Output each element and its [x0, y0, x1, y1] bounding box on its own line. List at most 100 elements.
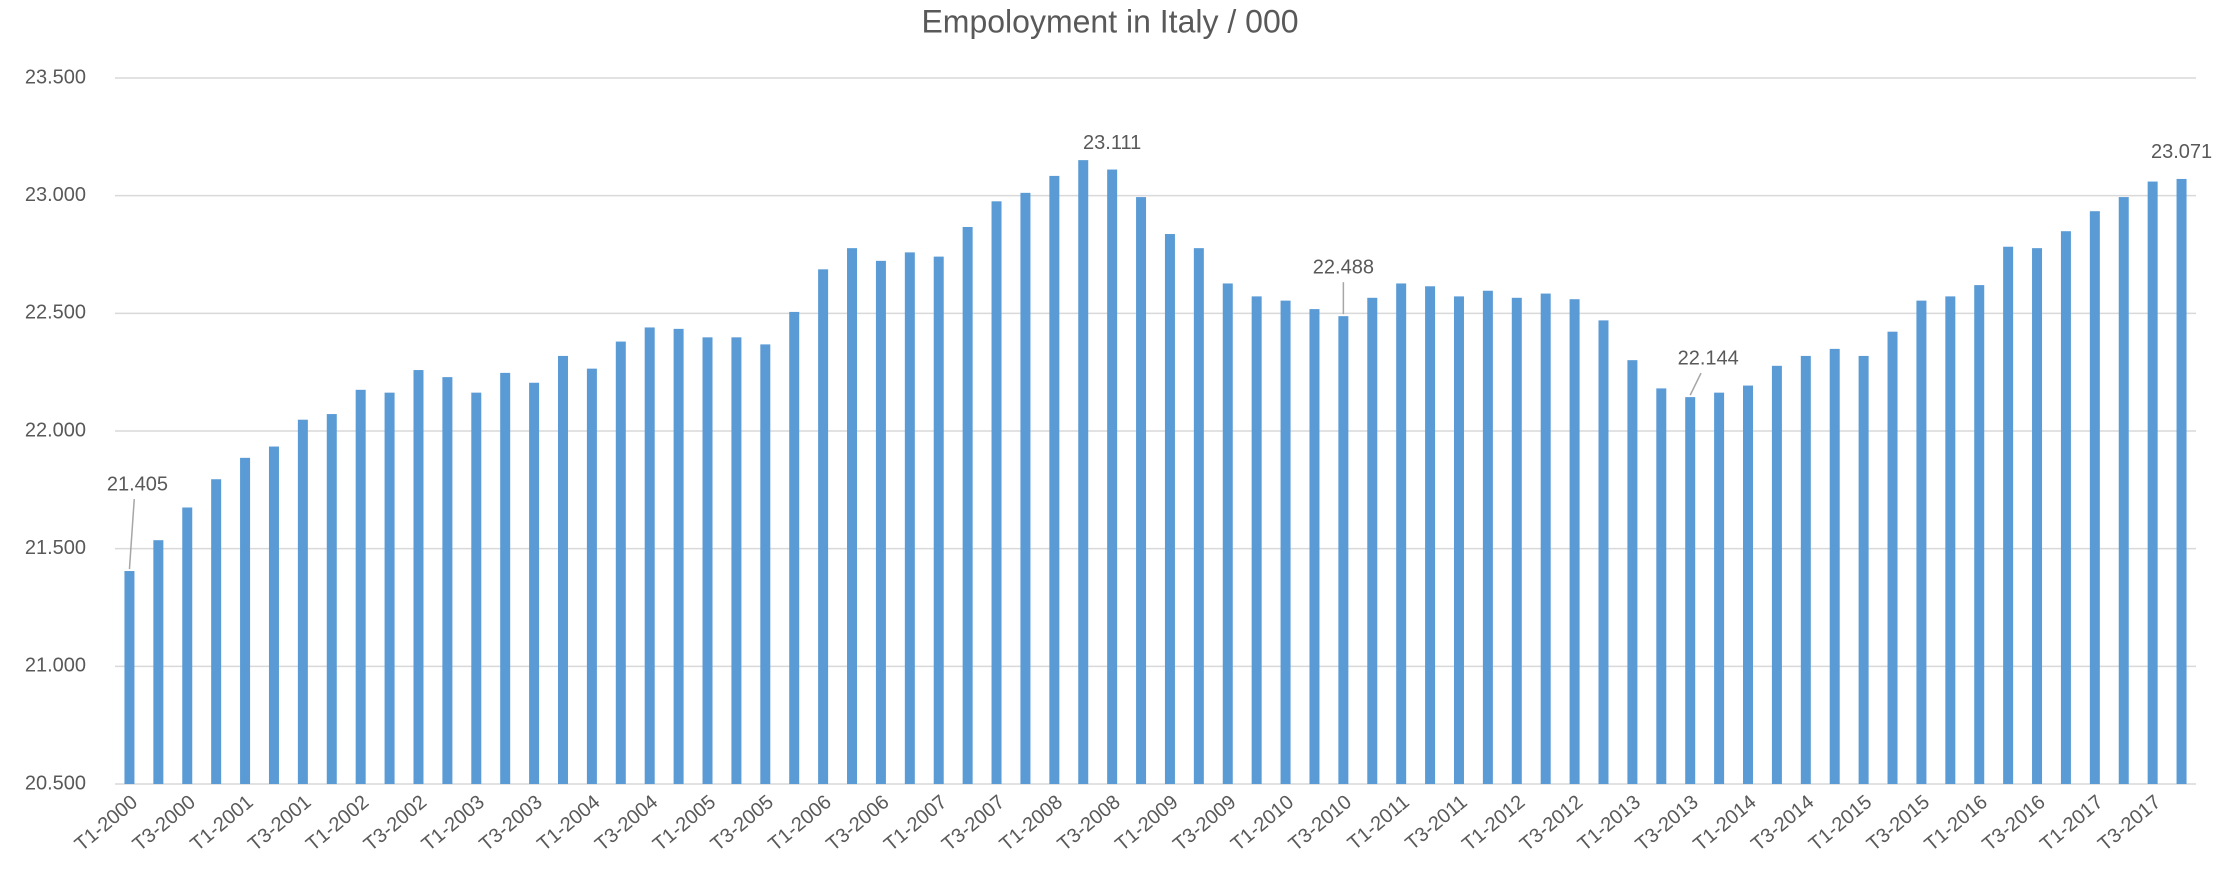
bar [529, 382, 540, 784]
bar [1049, 175, 1060, 784]
bar [760, 344, 771, 784]
bar [1685, 397, 1696, 784]
x-tick-label: T3-2007 [938, 791, 1009, 856]
x-tick-label: T1-2003 [418, 791, 489, 856]
y-tick-label: 23.000 [25, 184, 86, 206]
x-tick-label: T1-2014 [1689, 791, 1760, 856]
x-tick-label: T3-2008 [1054, 791, 1125, 856]
data-label: 21.405 [107, 473, 168, 495]
bar [615, 341, 626, 784]
bar [1453, 296, 1464, 784]
x-tick-label: T1-2007 [880, 791, 951, 856]
bar [2060, 231, 2071, 784]
bar [1136, 197, 1147, 784]
x-tick-label: T3-2009 [1169, 791, 1240, 856]
bar [1540, 293, 1551, 784]
x-tick-label: T3-2012 [1516, 791, 1587, 856]
data-label: 22.144 [1678, 347, 1739, 369]
bar [1743, 385, 1754, 784]
bar [644, 327, 655, 784]
bar [586, 368, 597, 784]
bar [326, 414, 337, 784]
bar [2147, 181, 2158, 785]
x-tick-label: T3-2000 [129, 791, 200, 856]
bar [991, 201, 1002, 784]
bar [1858, 355, 1869, 784]
bar [442, 377, 453, 784]
x-tick-label: T1-2011 [1344, 791, 1414, 855]
x-tick-label: T3-2004 [591, 791, 662, 856]
bar [1251, 296, 1262, 784]
bar [1078, 160, 1089, 784]
bar [1887, 331, 1898, 784]
bar [240, 457, 251, 784]
bar [1569, 299, 1580, 784]
x-tick-label: T3-2016 [1978, 791, 2049, 856]
bar [1829, 348, 1840, 784]
bar [1193, 248, 1204, 784]
x-tick-label: T3-2014 [1747, 791, 1818, 856]
bar [1367, 297, 1378, 784]
x-tick-label: T3-2003 [475, 791, 546, 856]
x-tick-label: T1-2008 [996, 791, 1067, 856]
x-tick-label: T1-2013 [1574, 791, 1645, 856]
bar [384, 392, 395, 784]
bar [413, 370, 424, 784]
bar [557, 355, 568, 784]
bar [2003, 246, 2014, 784]
bar [1222, 283, 1233, 784]
x-tick-label: T1-2001 [186, 791, 257, 856]
bar [1598, 320, 1609, 784]
bar [1164, 234, 1175, 784]
x-tick-label: T1-2005 [649, 791, 720, 856]
bar [2032, 248, 2043, 784]
x-tick-label: T3-2017 [2094, 791, 2165, 856]
bar [211, 479, 222, 784]
x-tick-label: T1-2004 [533, 791, 604, 856]
y-tick-label: 22.500 [25, 302, 86, 324]
x-tick-label: T3-2006 [822, 791, 893, 856]
x-tick-label: T1-2012 [1458, 791, 1529, 856]
bar [1714, 392, 1725, 784]
bar [297, 419, 308, 784]
data-label: 23.111 [1083, 132, 1141, 154]
bar [1309, 309, 1320, 784]
x-tick-label: T1-2015 [1805, 791, 1876, 856]
bar [2176, 178, 2187, 784]
bar [673, 328, 684, 784]
bar [1771, 365, 1782, 784]
leader-line [1689, 372, 1702, 396]
bar [962, 226, 973, 784]
x-tick-label: T1-2010 [1227, 791, 1298, 856]
x-tick-label: T3-2011 [1402, 791, 1472, 855]
bar [1280, 300, 1291, 784]
y-tick-label: 23.500 [25, 66, 86, 88]
bar [875, 260, 886, 784]
x-tick-label: T1-2017 [2036, 791, 2107, 856]
chart-title: Empoloyment in Italy / 000 [921, 3, 1298, 39]
bar [268, 446, 279, 784]
x-tick-label: T1-2016 [1921, 791, 1992, 856]
bar [818, 269, 829, 784]
y-tick-label: 21.000 [25, 655, 86, 677]
x-tick-label: T3-2005 [707, 791, 778, 856]
bar [731, 337, 742, 784]
bar [500, 372, 511, 784]
x-tick-label: T3-2002 [360, 791, 431, 856]
leader-line [128, 498, 135, 570]
bar [182, 507, 193, 784]
bar [1425, 286, 1436, 784]
bar [2089, 211, 2100, 784]
x-tick-label: T1-2002 [302, 791, 373, 856]
x-tick-label: T3-2015 [1863, 791, 1934, 856]
bar [471, 392, 482, 784]
x-tick-label: T3-2010 [1285, 791, 1356, 856]
bar [124, 571, 135, 784]
bar [1916, 300, 1927, 784]
bar [1627, 360, 1638, 784]
bar [1482, 290, 1493, 784]
y-tick-label: 21.500 [25, 537, 86, 559]
bar [1020, 192, 1031, 785]
data-label: 23.071 [2151, 141, 2212, 163]
